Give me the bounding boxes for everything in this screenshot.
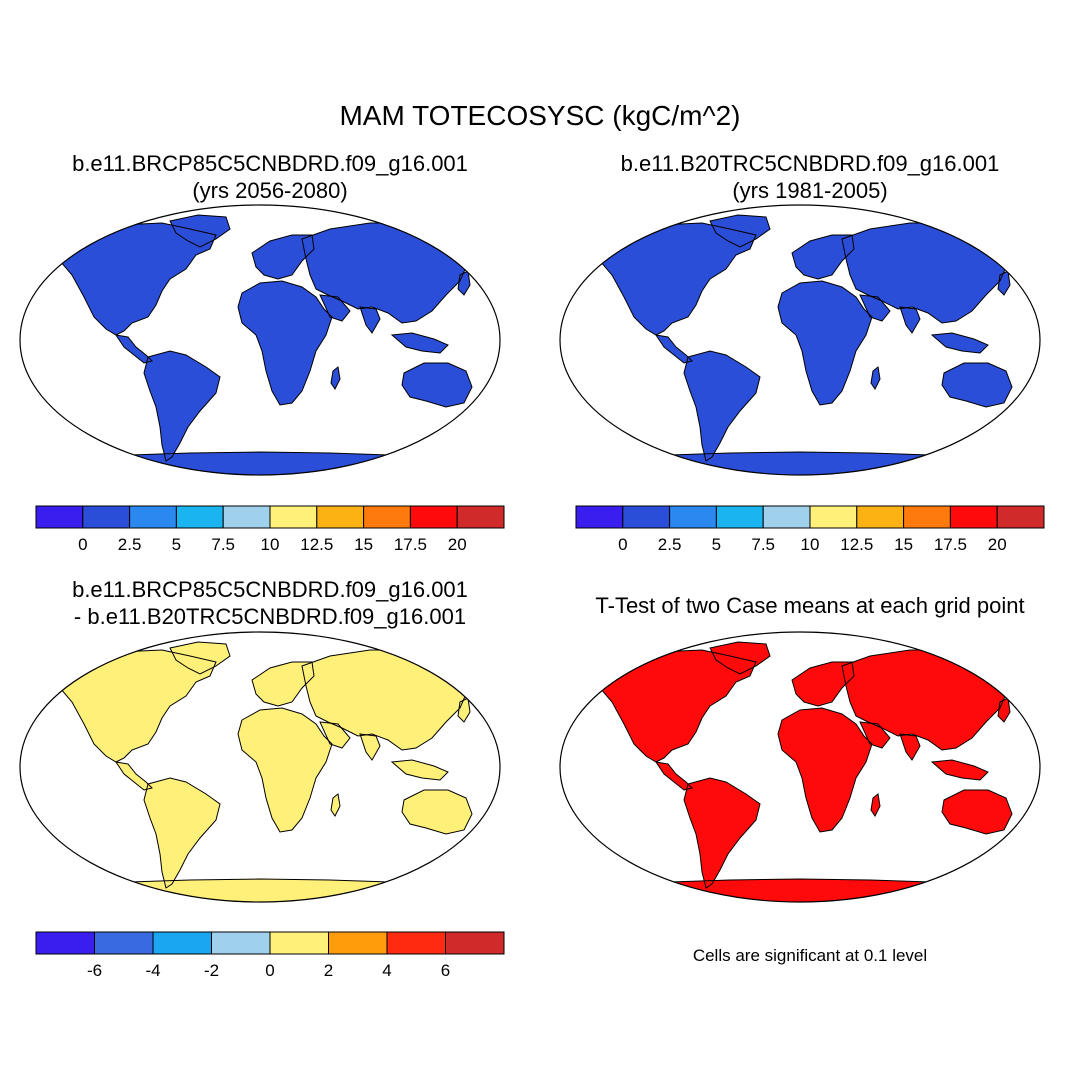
colorbar-tick-label: 20	[448, 535, 467, 554]
colorbar-bin	[35, 505, 84, 529]
colorbar-tick-label: 0	[265, 961, 274, 980]
colorbar-bin	[363, 505, 411, 529]
colorbar-tick-label: -6	[87, 961, 102, 980]
colorbar-tick-label: 17.5	[934, 535, 967, 554]
colorbar-tick-label: 20	[988, 535, 1007, 554]
colorbar-tick-label: 6	[441, 961, 450, 980]
map-border	[559, 204, 1041, 476]
panel-3-title-line1: b.e11.BRCP85C5CNBDRD.f09_g16.001	[72, 577, 468, 602]
colorbar-tick-label: 7.5	[211, 535, 235, 554]
colorbar-bin	[856, 505, 905, 529]
significance-note: Cells are significant at 0.1 level	[692, 946, 928, 965]
colorbar-bin	[175, 505, 224, 529]
map-panel-1	[19, 204, 501, 476]
panel-1-title: b.e11.BRCP85C5CNBDRD.f09_g16.001 (yrs 20…	[20, 150, 520, 204]
colorbar-tick-label: 2.5	[658, 535, 682, 554]
map-panel-3	[19, 631, 501, 903]
colorbar-tick-label: 4	[382, 961, 391, 980]
colorbar-panel-2: 0 2.5 5 7.5 10 12.5 15 17.5 20	[575, 505, 1045, 554]
map-border	[559, 631, 1041, 903]
colorbar-tick-label: 10	[261, 535, 280, 554]
colorbar-tick-label: 7.5	[751, 535, 775, 554]
colorbar-tick-label: 5	[172, 535, 181, 554]
panel-2-title-line2: (yrs 1981-2005)	[732, 178, 888, 203]
panel-3-title-line2: - b.e11.B20TRC5CNBDRD.f09_g16.001	[73, 604, 467, 629]
colorbar-tick-label: 0	[618, 535, 627, 554]
colorbar-bin	[715, 505, 764, 529]
colorbar-bin	[809, 505, 858, 529]
panel-4-title-line1: T-Test of two Case means at each grid po…	[595, 593, 1025, 618]
map-panel-4	[559, 631, 1041, 903]
colorbar-bin	[269, 505, 318, 529]
panel-2-title-line1: b.e11.B20TRC5CNBDRD.f09_g16.001	[620, 151, 1000, 176]
colorbar-tick-label: 12.5	[840, 535, 873, 554]
colorbar-bin	[456, 505, 505, 529]
map-border	[19, 631, 501, 903]
colorbar-difference: -6 -4 -2 0 2 4 6	[35, 931, 505, 980]
colorbar-bin	[996, 505, 1045, 529]
colorbar-bin	[82, 505, 131, 529]
colorbar-bin	[152, 931, 212, 955]
colorbar-tick-label: 12.5	[300, 535, 333, 554]
map-panel-2	[559, 204, 1041, 476]
panel-1-title-line2: (yrs 2056-2080)	[192, 178, 348, 203]
panel-3-title: b.e11.BRCP85C5CNBDRD.f09_g16.001 - b.e11…	[20, 576, 520, 630]
map-border	[19, 204, 501, 476]
colorbar-bin	[129, 505, 177, 529]
colorbar-tick-label: 5	[712, 535, 721, 554]
colorbar-tick-label: 17.5	[394, 535, 427, 554]
colorbar-tick-label: 0	[78, 535, 87, 554]
figure-title: MAM TOTECOSYSC (kgC/m^2)	[339, 100, 741, 131]
colorbar-bin	[903, 505, 951, 529]
colorbar-bin	[762, 505, 811, 529]
colorbar-bin	[669, 505, 717, 529]
colorbar-bin	[269, 931, 329, 955]
colorbar-bin	[94, 931, 154, 955]
colorbar-tick-label: 2.5	[118, 535, 142, 554]
colorbar-bin	[409, 505, 458, 529]
colorbar-tick-label: 15	[354, 535, 373, 554]
colorbar-bin	[445, 931, 505, 955]
colorbar-bin	[328, 931, 388, 955]
colorbar-tick-label: 10	[801, 535, 820, 554]
colorbar-bin	[222, 505, 271, 529]
colorbar-bin	[575, 505, 624, 529]
colorbar-bin	[386, 931, 446, 955]
colorbar-tick-label: 15	[894, 535, 913, 554]
colorbar-bin	[316, 505, 365, 529]
panel-2-title: b.e11.B20TRC5CNBDRD.f09_g16.001 (yrs 198…	[560, 150, 1060, 204]
panel-1-title-line1: b.e11.BRCP85C5CNBDRD.f09_g16.001	[72, 151, 468, 176]
colorbar-bin	[949, 505, 998, 529]
colorbar-bin	[622, 505, 671, 529]
colorbar-tick-label: 2	[324, 961, 333, 980]
colorbar-bin	[35, 931, 95, 955]
colorbar-panel-1: 0 2.5 5 7.5 10 12.5 15 17.5 20	[35, 505, 505, 554]
colorbar-bin	[211, 931, 271, 955]
colorbar-tick-label: -2	[204, 961, 219, 980]
panel-4-title: T-Test of two Case means at each grid po…	[560, 592, 1060, 619]
colorbar-tick-label: -4	[145, 961, 160, 980]
